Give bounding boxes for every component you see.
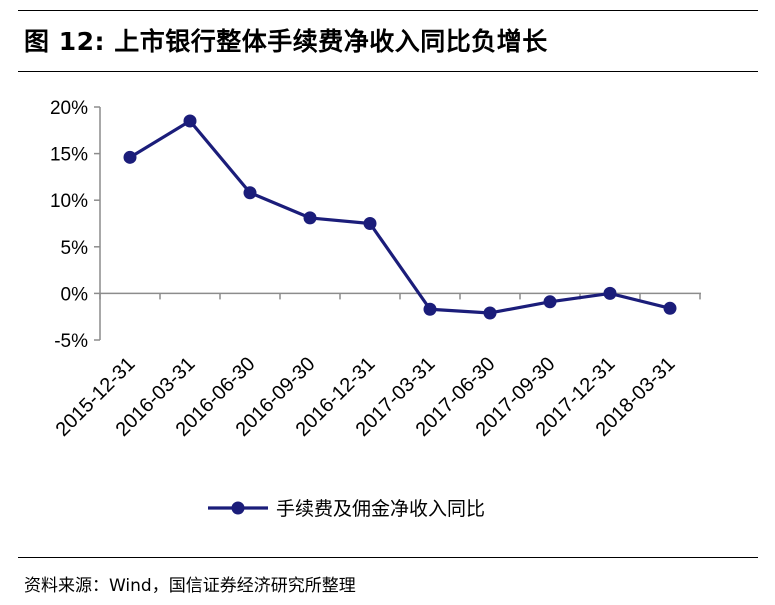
data-point (364, 217, 377, 230)
data-point (544, 295, 557, 308)
bottom-rule (18, 557, 758, 558)
data-point (424, 303, 437, 316)
data-point (244, 186, 257, 199)
y-tick-label: 0% (61, 284, 89, 305)
y-tick-label: -5% (54, 331, 88, 352)
data-point (484, 306, 497, 319)
data-point (664, 302, 677, 315)
data-point (124, 151, 137, 164)
data-point (184, 114, 197, 127)
y-tick-label: 20% (50, 98, 88, 119)
y-tick-label: 10% (50, 191, 88, 212)
source-note: 资料来源：Wind，国信证券经济研究所整理 (24, 571, 356, 596)
data-point (604, 287, 617, 300)
y-tick-label: 5% (61, 238, 89, 259)
data-point (304, 211, 317, 224)
series-line (130, 121, 670, 313)
y-tick-label: 15% (50, 145, 88, 166)
legend-swatch-marker (232, 502, 245, 515)
legend-label: 手续费及佣金净收入同比 (276, 498, 485, 520)
